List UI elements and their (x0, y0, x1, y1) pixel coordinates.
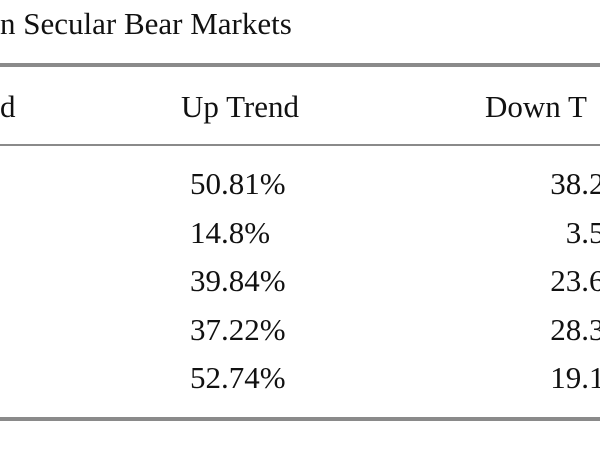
top-rule (0, 63, 600, 67)
header-cell: Down T (485, 89, 587, 124)
cell: 50.81% (190, 166, 286, 201)
cell: 39.84% (190, 263, 286, 298)
header-rule (0, 144, 600, 146)
cell: 38.26 (550, 166, 600, 201)
cell: 3.59 (565, 214, 600, 250)
cell: 19.15 (550, 360, 600, 395)
cell: 14.8% (190, 214, 271, 250)
header-cell: Up Trend (181, 89, 300, 124)
header-cell: d (0, 89, 16, 124)
cell: 52.74% (190, 360, 286, 395)
cell: 28.36 (550, 311, 600, 347)
bottom-rule (0, 417, 600, 421)
table-title: n Secular Bear Markets (0, 6, 292, 41)
cell: 37.22% (190, 311, 286, 347)
cell: 23.63 (550, 263, 600, 298)
